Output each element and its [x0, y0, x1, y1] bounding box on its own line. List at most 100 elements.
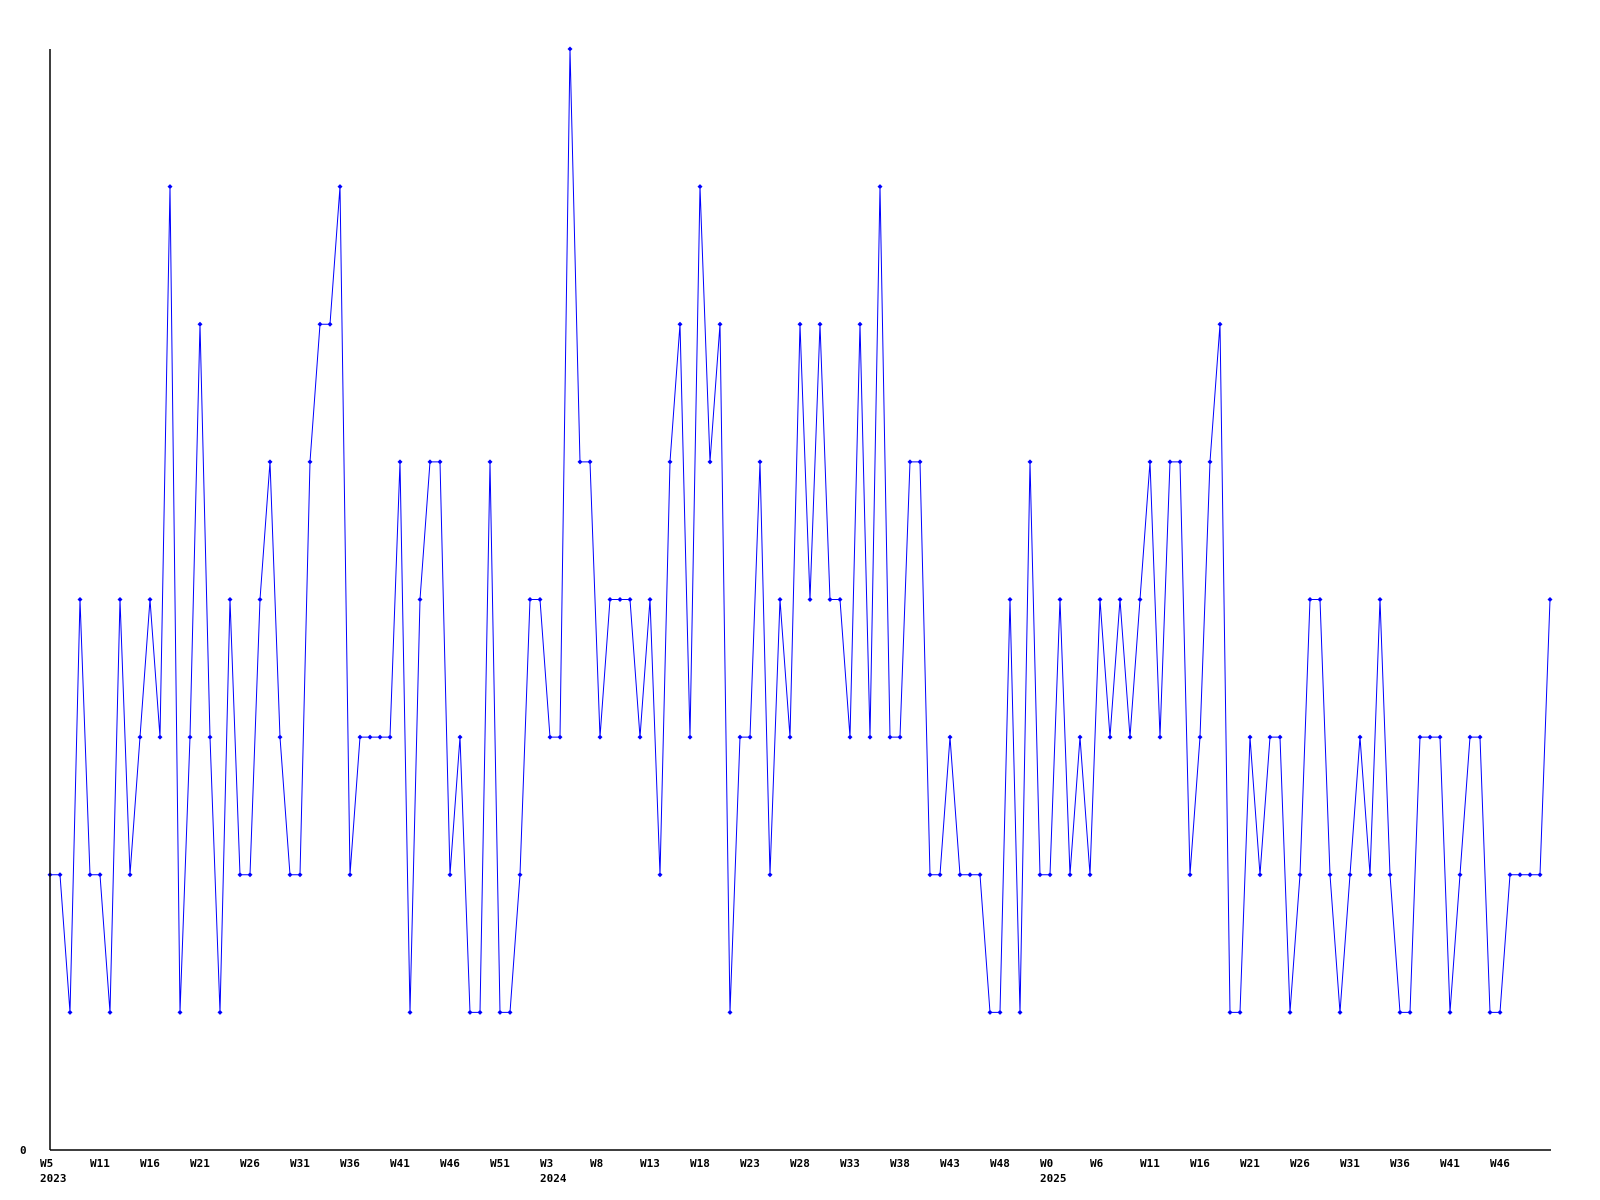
data-point	[1447, 1009, 1453, 1015]
data-point	[327, 321, 333, 327]
data-point	[1287, 1009, 1293, 1015]
data-point	[147, 597, 153, 602]
data-point	[777, 597, 783, 602]
data-point	[1417, 734, 1423, 740]
x-tick-label: W43	[940, 1157, 960, 1170]
data-point	[817, 321, 823, 327]
data-point	[857, 321, 863, 327]
data-point	[177, 1009, 183, 1015]
data-point	[837, 597, 843, 602]
data-point	[447, 872, 453, 878]
x-tick-label: W28	[790, 1157, 810, 1170]
data-point	[1187, 872, 1193, 878]
data-point	[1527, 872, 1533, 878]
data-point	[1087, 872, 1093, 878]
data-point	[117, 597, 123, 602]
x-tick-label: W16	[140, 1157, 160, 1170]
data-point	[587, 459, 593, 465]
data-point	[507, 1009, 513, 1015]
x-tick-label: W38	[890, 1157, 910, 1170]
data-point	[827, 597, 833, 602]
data-point	[297, 872, 303, 878]
data-point	[417, 597, 423, 602]
data-point	[457, 734, 463, 740]
data-point	[387, 734, 393, 740]
data-point	[897, 734, 903, 740]
data-point	[107, 1009, 113, 1015]
x-tick-label: W5	[40, 1157, 53, 1170]
x-tick-label: W8	[590, 1157, 603, 1170]
x-tick-label: W51	[490, 1157, 510, 1170]
data-point	[217, 1009, 223, 1015]
data-point	[667, 459, 673, 465]
data-point	[797, 321, 803, 327]
data-point	[637, 734, 643, 740]
data-point	[127, 872, 133, 878]
data-point	[1157, 734, 1163, 740]
data-point	[1487, 1009, 1493, 1015]
data-point	[487, 459, 493, 465]
data-point	[97, 872, 103, 878]
data-point	[1057, 597, 1063, 602]
data-point	[1137, 597, 1143, 602]
data-point	[917, 459, 923, 465]
data-point	[1497, 1009, 1503, 1015]
series-line	[50, 48, 1551, 1013]
x-tick-label: W26	[1290, 1157, 1310, 1170]
data-point	[1267, 734, 1273, 740]
data-point	[957, 872, 963, 878]
year-label: 2023	[40, 1172, 67, 1185]
x-tick-label: W26	[240, 1157, 260, 1170]
data-point	[1307, 597, 1313, 602]
x-tick-label: W33	[840, 1157, 860, 1170]
data-point	[267, 459, 273, 465]
data-point	[567, 46, 573, 52]
data-point	[937, 872, 943, 878]
data-point	[1167, 459, 1173, 465]
data-point	[1117, 597, 1123, 602]
y-tick-label: 0	[20, 1144, 27, 1157]
data-point	[257, 597, 263, 602]
data-point	[1177, 459, 1183, 465]
data-point	[1437, 734, 1443, 740]
data-point	[1077, 734, 1083, 740]
x-tick-label: W36	[340, 1157, 360, 1170]
data-point	[137, 734, 143, 740]
data-point	[1517, 872, 1523, 878]
data-point	[207, 734, 213, 740]
data-point	[757, 459, 763, 465]
data-point	[407, 1009, 413, 1015]
data-point	[277, 734, 283, 740]
data-point	[1387, 872, 1393, 878]
data-point	[887, 734, 893, 740]
data-point	[767, 872, 773, 878]
x-tick-label: W13	[640, 1157, 660, 1170]
data-point	[947, 734, 953, 740]
data-point	[287, 872, 293, 878]
data-point	[617, 597, 623, 602]
data-point	[1107, 734, 1113, 740]
x-tick-label: W11	[90, 1157, 110, 1170]
data-point	[707, 459, 713, 465]
x-tick-label: W18	[690, 1157, 710, 1170]
data-point	[1017, 1009, 1023, 1015]
x-tick-label: W36	[1390, 1157, 1410, 1170]
data-point	[67, 1009, 73, 1015]
data-point	[977, 872, 983, 878]
data-point	[657, 872, 663, 878]
data-point	[1407, 1009, 1413, 1015]
x-tick-label: W6	[1090, 1157, 1104, 1170]
data-point	[1217, 321, 1223, 327]
data-point	[227, 597, 233, 602]
x-tick-label: W21	[190, 1157, 210, 1170]
data-point	[477, 1009, 483, 1015]
data-point	[527, 597, 533, 602]
data-point	[787, 734, 793, 740]
data-point	[1357, 734, 1363, 740]
data-point	[1047, 872, 1053, 878]
x-tick-label: W46	[1490, 1157, 1510, 1170]
data-point	[307, 459, 313, 465]
data-point	[1327, 872, 1333, 878]
data-point	[1197, 734, 1203, 740]
data-point	[907, 459, 913, 465]
